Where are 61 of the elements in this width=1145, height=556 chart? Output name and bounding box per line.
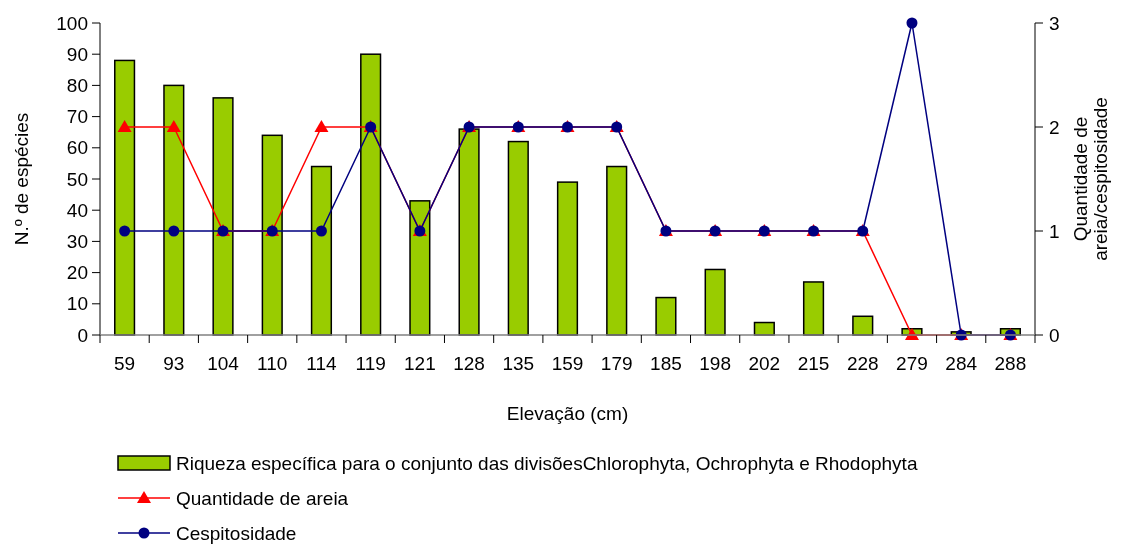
- bar: [409, 200, 431, 336]
- point: [906, 17, 918, 29]
- point: [166, 120, 181, 132]
- y2-axis-title: Quantidade de areia/cespitosidade: [1069, 97, 1112, 261]
- bar: [606, 165, 628, 336]
- bar: [212, 97, 234, 336]
- y-tick-label: 0: [77, 324, 88, 346]
- y-tick-label: 30: [66, 231, 88, 253]
- legend-label: Cespitosidade: [176, 522, 297, 544]
- y-tick-label: 100: [56, 12, 88, 34]
- bar: [310, 165, 333, 336]
- x-tick-label: 104: [207, 353, 240, 374]
- x-tick-label: 185: [650, 353, 682, 374]
- y-tick-label: 60: [66, 137, 88, 159]
- x-axis-title: Elevação (cm): [506, 403, 629, 424]
- y-tick-label: 40: [66, 199, 88, 221]
- x-tick-label: 121: [404, 353, 436, 374]
- x-tick-label: 284: [945, 353, 978, 374]
- x-tick-label: 135: [502, 353, 535, 374]
- y2-tick-label: 2: [1049, 116, 1060, 138]
- y-tick-label: 10: [66, 293, 88, 315]
- bar: [458, 128, 480, 336]
- y2-tick-label: 0: [1049, 324, 1060, 346]
- legend-label: Quantidade de areia: [176, 487, 349, 509]
- y2-tick-label: 3: [1049, 12, 1060, 34]
- y-axis-title: N.º de espécies: [11, 112, 32, 246]
- x-tick-label: 159: [551, 353, 584, 374]
- x-tick-label: 228: [846, 353, 879, 374]
- x-tick-label: 215: [797, 353, 830, 374]
- point: [117, 120, 132, 132]
- bar: [704, 268, 726, 336]
- x-tick-label: 198: [699, 353, 731, 374]
- x-tick-label: 59: [114, 353, 136, 374]
- bar: [556, 181, 579, 336]
- x-tick-label: 93: [163, 353, 185, 374]
- bar: [360, 53, 382, 336]
- y-tick-label: 50: [66, 168, 88, 190]
- y-tick-label: 90: [66, 43, 88, 65]
- x-tick-label: 114: [306, 353, 338, 374]
- x-tick-label: 110: [257, 353, 288, 374]
- y-tick-label: 20: [66, 262, 88, 284]
- point: [119, 225, 131, 237]
- bar: [114, 59, 136, 336]
- x-tick-label: 119: [355, 353, 386, 374]
- x-tick-label: 128: [453, 353, 485, 374]
- bar: [802, 281, 825, 336]
- y-tick-label: 80: [66, 75, 88, 97]
- x-tick-label: 288: [994, 353, 1027, 374]
- bar: [163, 84, 185, 336]
- bar: [655, 296, 677, 336]
- x-tick-label: 202: [748, 353, 781, 374]
- point: [314, 120, 329, 132]
- point: [315, 225, 327, 237]
- x-tick-label: 179: [600, 353, 633, 374]
- legend-label: Riqueza específica para o conjunto das divisõesChlorophyta, Ochrophyta e Rhodophyta: [176, 452, 918, 474]
- point: [168, 225, 180, 237]
- y2-tick-label: 1: [1049, 220, 1060, 242]
- bar: [261, 134, 283, 336]
- bar: [507, 140, 529, 336]
- x-tick-label: 279: [896, 353, 928, 374]
- y-tick-label: 70: [66, 106, 88, 128]
